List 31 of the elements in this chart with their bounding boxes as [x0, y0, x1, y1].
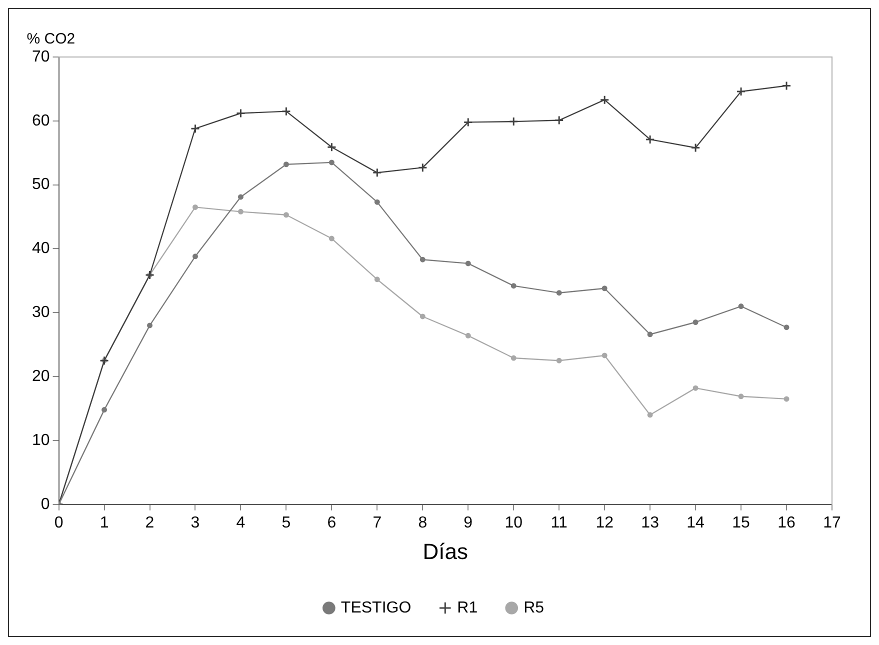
y-tick-label: 50 — [32, 176, 50, 194]
y-tick-label: 70 — [32, 48, 50, 66]
x-tick-label: 1 — [100, 514, 109, 532]
x-tick-label: 9 — [464, 514, 473, 532]
x-tick-label: 14 — [686, 514, 705, 532]
x-tick-label: 7 — [372, 514, 382, 532]
y-tick-label: 10 — [32, 432, 50, 449]
x-tick-label: 8 — [418, 514, 428, 532]
x-axis-title: Días — [422, 538, 468, 564]
x-tick-label: 6 — [327, 514, 336, 532]
x-tick-label: 2 — [145, 514, 154, 532]
x-tick-label: 5 — [282, 514, 291, 532]
y-tick-label: 60 — [32, 112, 50, 130]
x-tick-label: 13 — [641, 514, 660, 532]
y-tick-label: 0 — [40, 496, 50, 513]
x-tick-label: 12 — [596, 514, 614, 532]
x-tick-label: 17 — [823, 514, 841, 532]
legend-label: R1 — [457, 599, 478, 616]
x-tick-label: 16 — [778, 514, 796, 532]
x-tick-label: 4 — [236, 514, 246, 532]
y-tick-label: 40 — [32, 240, 50, 258]
y-tick-label: 30 — [32, 304, 50, 322]
y-tick-label: 20 — [32, 368, 50, 385]
x-tick-label: 0 — [54, 514, 64, 532]
x-tick-label: 15 — [732, 514, 750, 532]
x-tick-label: 3 — [190, 514, 200, 532]
legend-label: R5 — [524, 599, 544, 616]
x-tick-label: 10 — [504, 514, 523, 532]
x-tick-label: 11 — [550, 514, 568, 532]
legend-label: TESTIGO — [340, 599, 412, 616]
y-axis-title: % CO2 — [26, 30, 76, 48]
